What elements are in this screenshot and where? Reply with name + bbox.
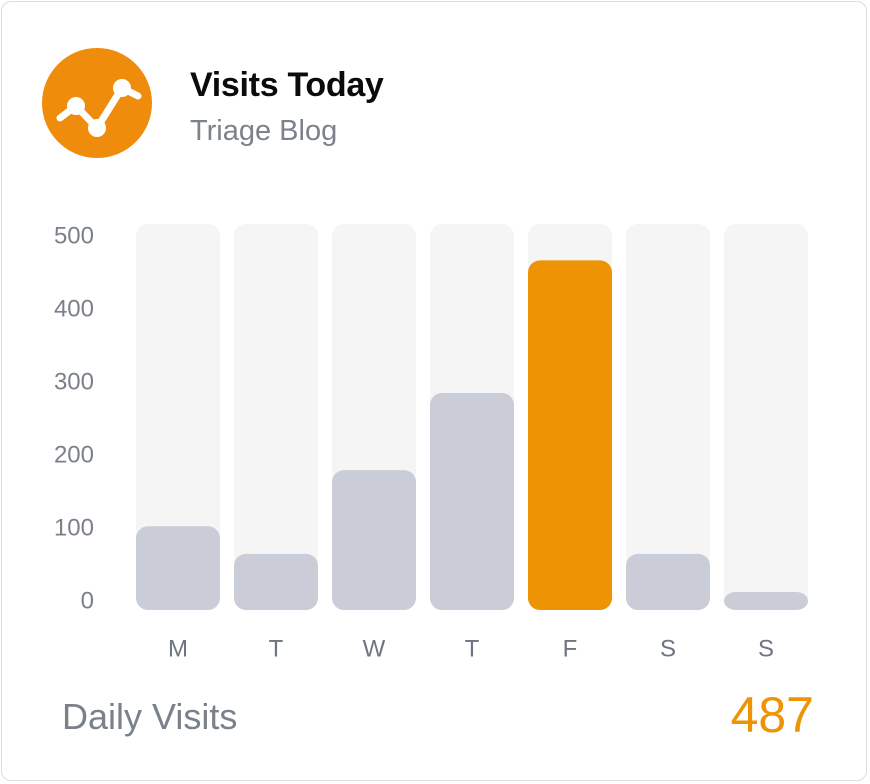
bar-track	[234, 224, 318, 610]
y-tick-label: 100	[54, 514, 94, 541]
y-tick-label: 0	[81, 587, 94, 614]
footer-label: Daily Visits	[62, 696, 238, 737]
x-tick-label: T	[465, 635, 480, 662]
trend-line-icon	[56, 79, 142, 137]
x-tick-label: S	[758, 635, 774, 662]
footer-value: 487	[730, 687, 814, 743]
y-tick-label: 200	[54, 441, 94, 468]
bar[interactable]	[136, 526, 220, 610]
bar[interactable]	[332, 470, 416, 610]
card-title: Visits Today	[190, 66, 384, 104]
y-tick-label: 300	[54, 368, 94, 395]
bar[interactable]	[430, 392, 514, 610]
x-tick-label: M	[168, 635, 188, 662]
bar-track	[626, 224, 710, 610]
bar-track	[136, 224, 220, 610]
bar-track	[724, 224, 808, 610]
bar-highlighted[interactable]	[528, 260, 612, 610]
bar[interactable]	[724, 592, 808, 610]
x-tick-label: T	[269, 635, 284, 662]
x-tick-label: W	[363, 635, 386, 662]
x-tick-label: S	[660, 635, 676, 662]
card-subtitle: Triage Blog	[190, 115, 338, 147]
x-tick-label: F	[563, 635, 578, 662]
bar[interactable]	[234, 553, 318, 610]
y-tick-label: 400	[54, 295, 94, 322]
y-tick-label: 500	[54, 222, 94, 249]
bar[interactable]	[626, 553, 710, 610]
avatar	[42, 48, 152, 158]
